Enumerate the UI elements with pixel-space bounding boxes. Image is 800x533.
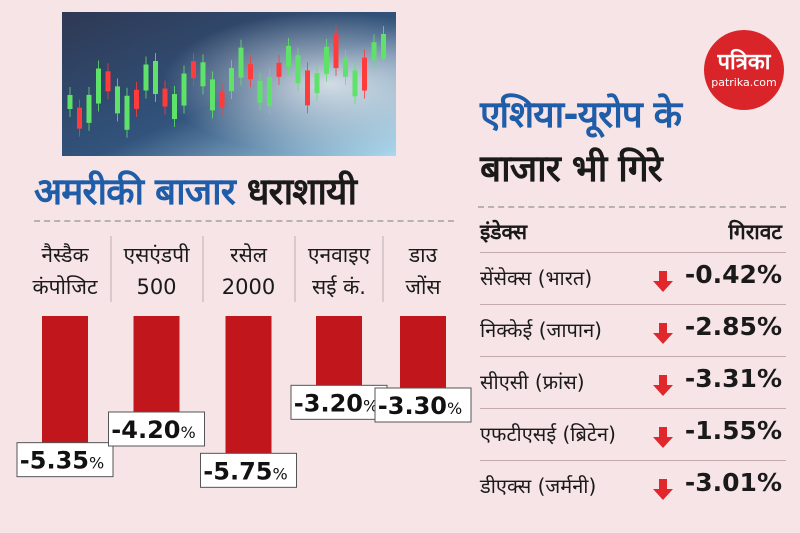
category-label: डाउ: [408, 243, 438, 267]
down-arrow-icon: [653, 427, 673, 448]
down-arrow-icon: [653, 375, 673, 396]
us-market-title: अमरीकी बाजार धराशायी: [34, 164, 357, 215]
row-divider: [480, 304, 786, 305]
index-name: एफटीएसई (ब्रिटेन): [480, 422, 616, 446]
us-market-title-part1: अमरीकी बाजार: [34, 170, 236, 213]
category-label: कंपोजिट: [32, 275, 98, 299]
decline-value: -2.85%: [684, 312, 782, 341]
row-divider: [480, 252, 786, 253]
table-row: निक्केई (जापान) -2.85%: [480, 310, 782, 352]
decline-value: -3.31%: [684, 364, 782, 393]
index-table-header: इंडेक्स गिरावट: [480, 218, 782, 250]
index-name: सेंसेक्स (भारत): [480, 266, 593, 290]
decline-value: -3.01%: [684, 468, 782, 497]
decline-value: -1.55%: [684, 416, 782, 445]
down-arrow-icon: [653, 271, 673, 292]
category-label: 2000: [222, 275, 275, 299]
data-label-box: [374, 387, 472, 423]
bar: [225, 316, 272, 470]
table-row: एफटीएसई (ब्रिटेन) -1.55%: [480, 414, 782, 456]
row-divider: [480, 356, 786, 357]
us-market-title-part2: धराशायी: [246, 170, 357, 213]
down-arrow-icon: [653, 479, 673, 500]
data-label-box: [290, 384, 388, 420]
decline-column-header: गिरावट: [728, 220, 782, 244]
category-label: एनवाइए: [308, 243, 371, 267]
patrika-logo: पत्रिका patrika.com: [704, 30, 784, 110]
index-name: निक्केई (जापान): [480, 318, 602, 342]
data-label-box: [108, 411, 205, 447]
decline-value: -0.42%: [684, 260, 782, 289]
category-label: जोंस: [405, 275, 441, 299]
right-title-divider: [478, 206, 786, 208]
category-label: सई कं.: [312, 275, 366, 299]
row-divider: [480, 408, 786, 409]
index-column-header: इंडेक्स: [480, 220, 528, 244]
title-divider: [34, 220, 454, 222]
category-label: एसएंडपी: [123, 243, 190, 267]
down-arrow-icon: [653, 323, 673, 344]
index-name: डीएक्स (जर्मनी): [480, 474, 597, 498]
data-label-box: [200, 452, 297, 488]
row-divider: [480, 460, 786, 461]
asia-europe-title: एशिया-यूरोप के बाजार भी गिरे: [480, 88, 682, 196]
bar: [133, 316, 180, 428]
table-row: डीएक्स (जर्मनी) -3.01%: [480, 466, 782, 508]
asia-europe-title-line2: बाजार भी गिरे: [480, 147, 663, 190]
stock-market-photo: [62, 12, 396, 156]
bar: [42, 316, 88, 459]
category-label: नैस्डैक: [41, 243, 89, 267]
logo-site: patrika.com: [711, 76, 777, 89]
category-label: 500: [136, 275, 176, 299]
asia-europe-title-line1: एशिया-यूरोप के: [480, 93, 682, 136]
data-label-box: [16, 442, 114, 478]
table-row: सेंसेक्स (भारत) -0.42%: [480, 258, 782, 300]
category-label: रसेल: [230, 243, 268, 267]
table-row: सीएसी (फ्रांस) -3.31%: [480, 362, 782, 404]
index-name: सीएसी (फ्रांस): [480, 370, 585, 394]
logo-name: पत्रिका: [717, 50, 771, 75]
